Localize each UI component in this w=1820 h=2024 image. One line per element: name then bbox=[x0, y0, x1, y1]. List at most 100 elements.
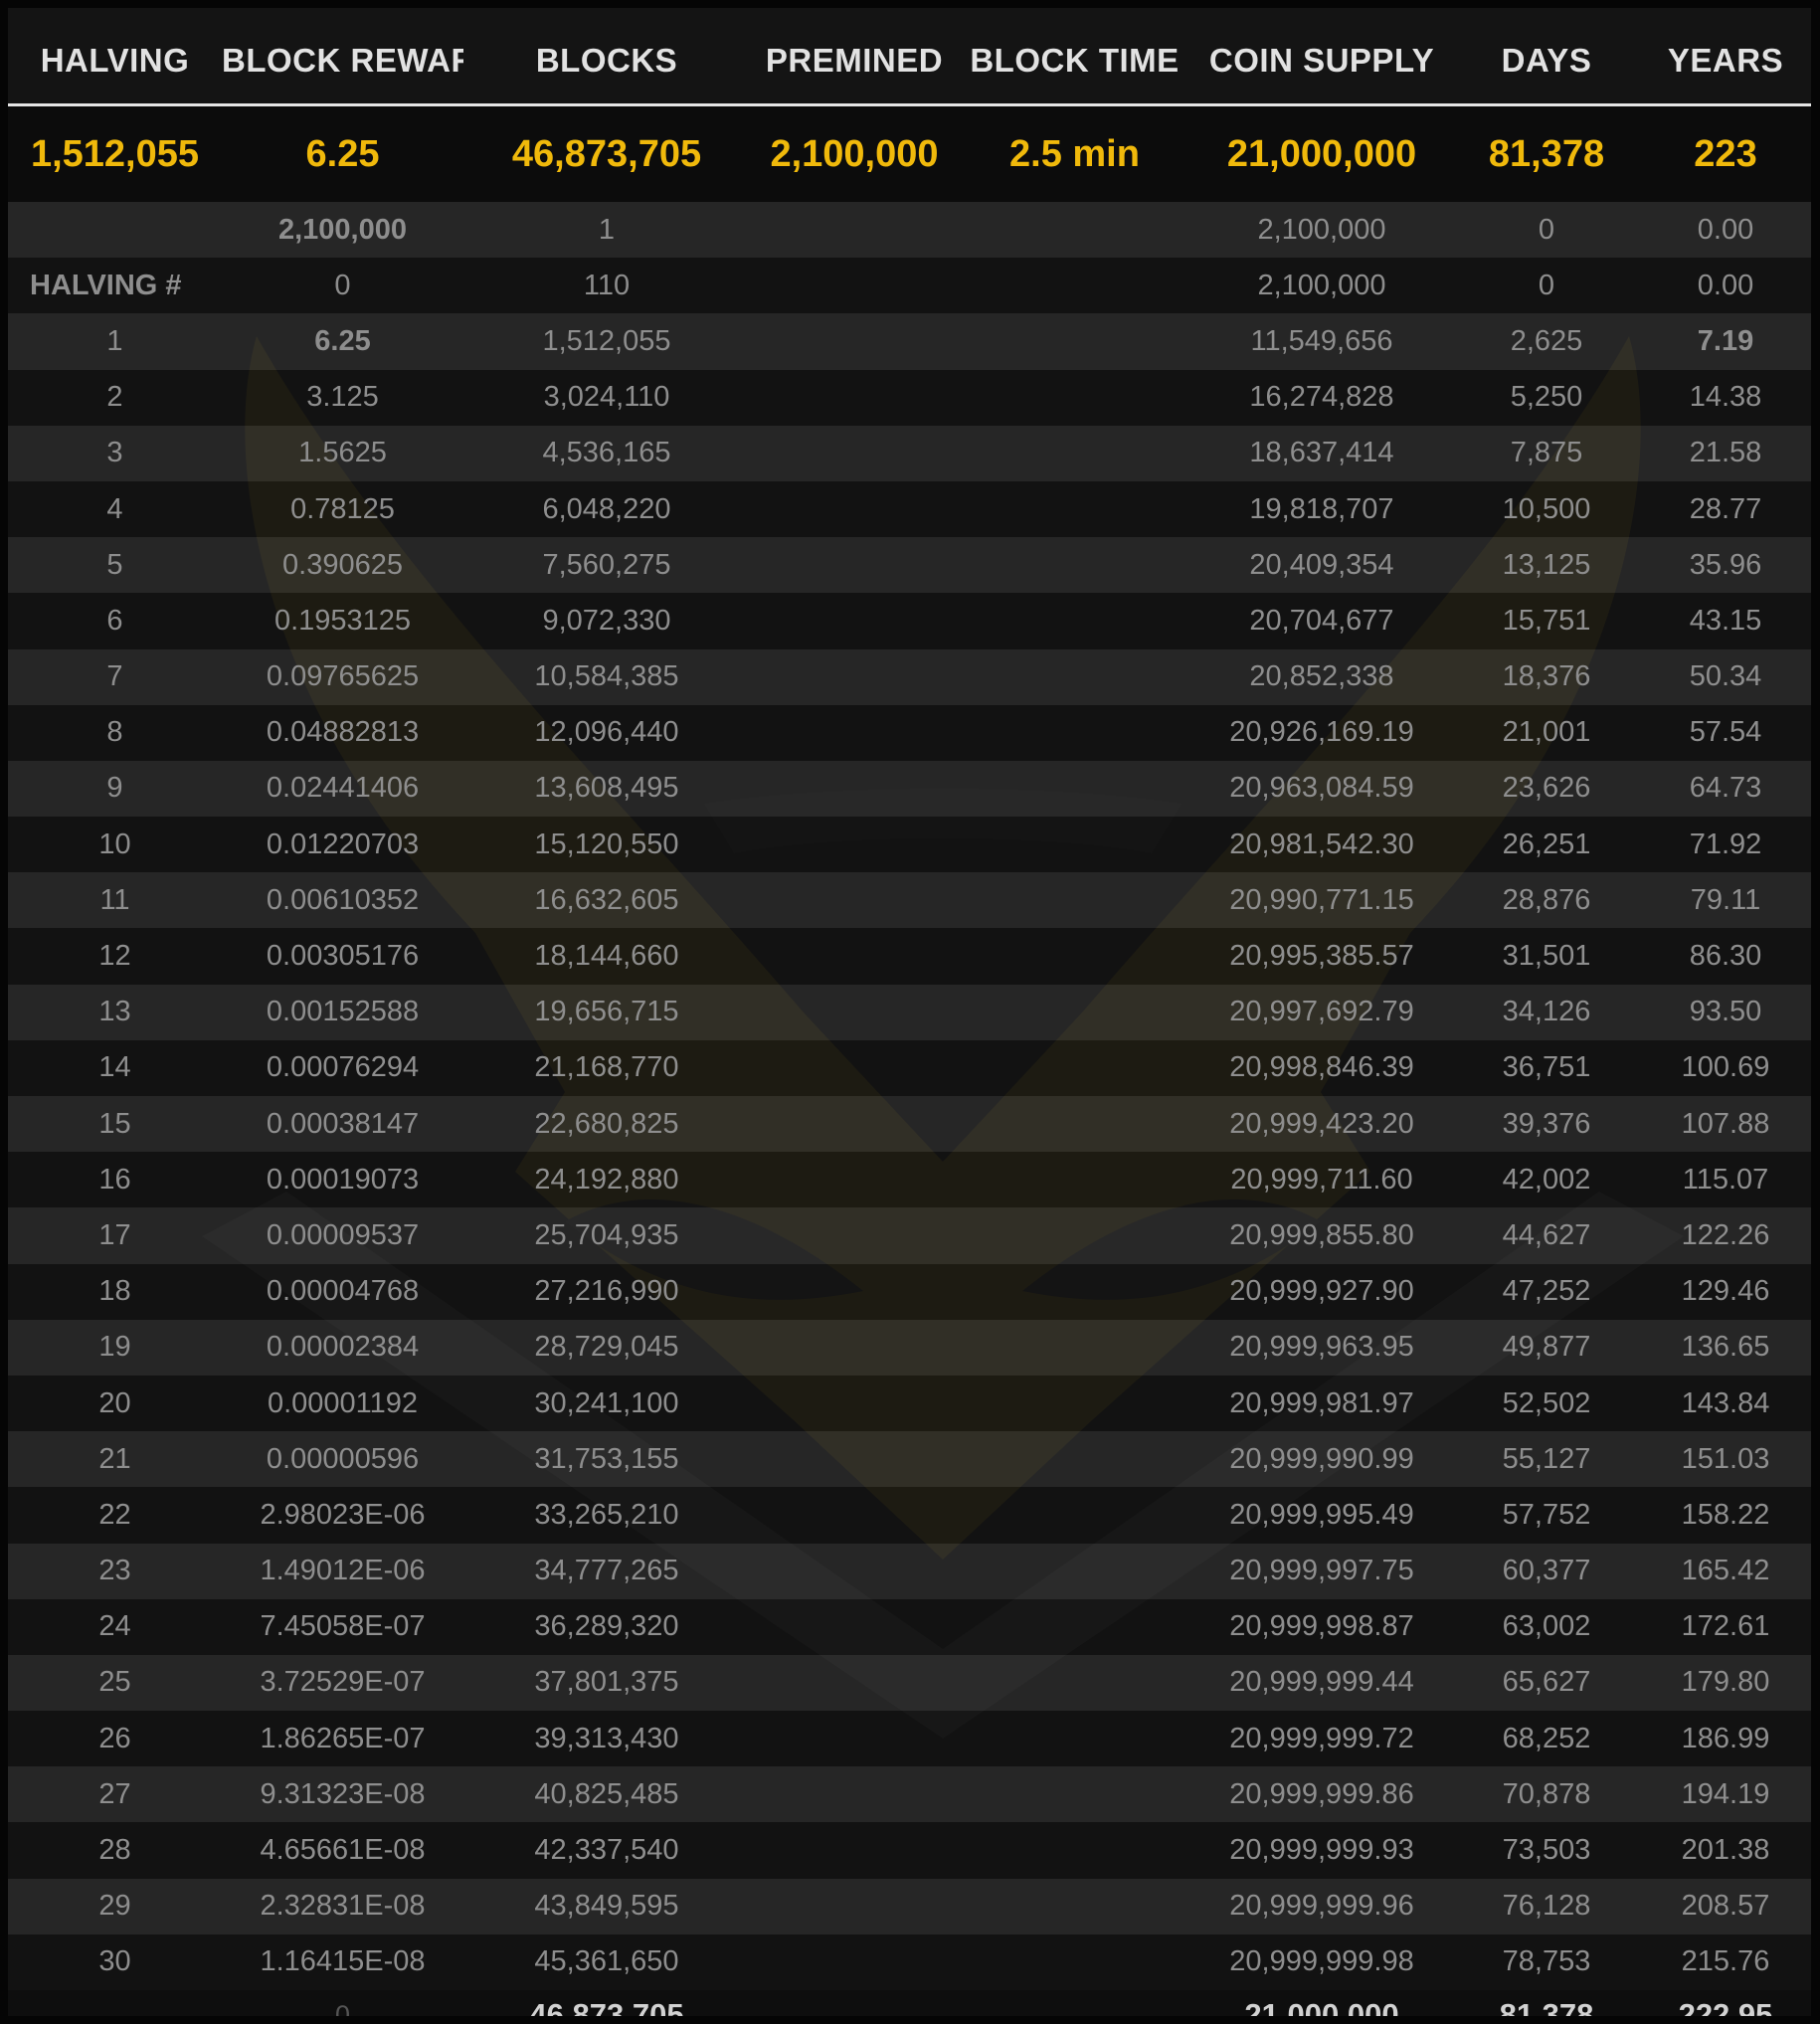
table-cell: 20,999,999.98 bbox=[1229, 1945, 1414, 1978]
table-cell: 27,216,990 bbox=[534, 1275, 679, 1308]
table-row: 17 0.00009537 25,704,935 20,999,855.80 44,62… bbox=[8, 1207, 1811, 1264]
table-cell: 0.78125 bbox=[290, 492, 395, 525]
table-cell: 31,501 bbox=[1502, 940, 1591, 973]
table-cell: 55,127 bbox=[1502, 1442, 1591, 1475]
table-cell bbox=[750, 1822, 959, 1878]
table-cell bbox=[750, 817, 959, 872]
table-cell bbox=[959, 593, 1190, 648]
col-header-days: DAYS bbox=[1453, 8, 1640, 106]
table-cell: 0.00610352 bbox=[266, 883, 420, 916]
col-header-blocks: BLOCKS bbox=[463, 8, 750, 106]
table-cell: 36,289,320 bbox=[534, 1610, 679, 1643]
table-row: 21 0.00000596 31,753,155 20,999,990.99 55,12… bbox=[8, 1431, 1811, 1488]
table-cell: 18,637,414 bbox=[1249, 437, 1394, 469]
table-cell bbox=[750, 1934, 959, 1990]
table-cell bbox=[750, 1487, 959, 1543]
col-header-halving: HALVING bbox=[8, 8, 222, 106]
table-cell: 26,251 bbox=[1502, 828, 1591, 860]
total-cell: 0 bbox=[222, 1990, 463, 2016]
table-cell: 0.00004768 bbox=[266, 1275, 420, 1308]
table-cell: 215.76 bbox=[1681, 1945, 1770, 1978]
table-cell: 8 bbox=[106, 716, 123, 749]
table-cell: 78,753 bbox=[1502, 1945, 1591, 1978]
table-cell bbox=[959, 817, 1190, 872]
table-cell bbox=[750, 705, 959, 761]
table-cell bbox=[750, 370, 959, 426]
table-cell: 20,999,999.72 bbox=[1229, 1722, 1414, 1754]
table-row: 14 0.00076294 21,168,770 20,998,846.39 36,75… bbox=[8, 1039, 1811, 1096]
table-cell: 3.72529E-07 bbox=[260, 1666, 426, 1699]
table-cell bbox=[959, 1544, 1190, 1599]
table-cell: 28,876 bbox=[1502, 883, 1591, 916]
table-cell bbox=[959, 258, 1190, 313]
table-cell: 60,377 bbox=[1502, 1555, 1591, 1587]
table-cell: 19,656,715 bbox=[534, 996, 679, 1028]
table-cell: 0 bbox=[334, 269, 351, 301]
table-cell bbox=[959, 426, 1190, 481]
table-cell: 0.04882813 bbox=[266, 716, 420, 749]
table-cell bbox=[959, 1655, 1190, 1711]
total-cell: 81,378 bbox=[1453, 1990, 1640, 2016]
table-cell: 43,849,595 bbox=[534, 1890, 679, 1923]
table-cell: 10,500 bbox=[1502, 492, 1591, 525]
table-cell: 172.61 bbox=[1681, 1610, 1770, 1643]
halving-table: HALVING BLOCK REWARD BLOCKS PREMINED BLO… bbox=[8, 8, 1811, 2016]
table-cell: 13,608,495 bbox=[534, 772, 679, 805]
table-cell: 20,409,354 bbox=[1249, 548, 1394, 581]
table-cell bbox=[8, 202, 222, 258]
table-cell: 42,337,540 bbox=[534, 1834, 679, 1867]
table-cell: 208.57 bbox=[1681, 1890, 1770, 1923]
summary-cell: 46,873,705 bbox=[463, 104, 750, 202]
table-cell: 6 bbox=[106, 604, 123, 637]
table-cell bbox=[750, 202, 959, 258]
table-cell: 68,252 bbox=[1502, 1722, 1591, 1754]
table-cell: 4,536,165 bbox=[542, 437, 671, 469]
table-cell bbox=[750, 1544, 959, 1599]
table-cell: 39,313,430 bbox=[534, 1722, 679, 1754]
table-cell: 19,818,707 bbox=[1249, 492, 1394, 525]
table-cell bbox=[750, 985, 959, 1040]
table-cell: 18,144,660 bbox=[534, 940, 679, 973]
table-cell: 22 bbox=[98, 1498, 131, 1531]
table-cell: 0.00038147 bbox=[266, 1107, 420, 1140]
table-cell: 35.96 bbox=[1689, 548, 1762, 581]
table-cell bbox=[959, 705, 1190, 761]
table-cell: 49,877 bbox=[1502, 1331, 1591, 1364]
table-cell: 37,801,375 bbox=[534, 1666, 679, 1699]
table-cell: 20,999,999.96 bbox=[1229, 1890, 1414, 1923]
table-cell bbox=[959, 1822, 1190, 1878]
table-row: 16 0.00019073 24,192,880 20,999,711.60 42,00… bbox=[8, 1152, 1811, 1208]
table-cell bbox=[959, 1431, 1190, 1487]
table-cell bbox=[959, 1934, 1190, 1990]
table-cell bbox=[750, 593, 959, 648]
table-cell bbox=[959, 481, 1190, 537]
table-cell: 44,627 bbox=[1502, 1218, 1591, 1251]
table-cell: 30,241,100 bbox=[534, 1386, 679, 1419]
table-cell: 34,126 bbox=[1502, 996, 1591, 1028]
table-cell: 9,072,330 bbox=[542, 604, 671, 637]
table-cell: 186.99 bbox=[1681, 1722, 1770, 1754]
table-cell: 1 bbox=[598, 213, 616, 246]
table-cell: 7 bbox=[106, 660, 123, 693]
table-cell: 21.58 bbox=[1689, 437, 1762, 469]
table-row: 6 0.1953125 9,072,330 20,704,677 15,751 43.15 bbox=[8, 593, 1811, 649]
table-cell: 1.16415E-08 bbox=[260, 1945, 426, 1978]
table-cell: 20,981,542.30 bbox=[1229, 828, 1414, 860]
table-row: 13 0.00152588 19,656,715 20,997,692.79 34,12… bbox=[8, 984, 1811, 1040]
table-row: 5 0.390625 7,560,275 20,409,354 13,125 35.96 bbox=[8, 537, 1811, 594]
table-cell bbox=[959, 872, 1190, 928]
table-cell: 0.00 bbox=[1697, 269, 1754, 301]
table-cell: 0.00152588 bbox=[266, 996, 420, 1028]
table-cell: 0 bbox=[1538, 269, 1555, 301]
table-cell: 179.80 bbox=[1681, 1666, 1770, 1699]
table-cell bbox=[959, 1766, 1190, 1822]
table-cell bbox=[750, 258, 959, 313]
table-row: 1 6.25 1,512,055 11,549,656 2,625 7.19 bbox=[8, 313, 1811, 370]
table-cell: 1.49012E-06 bbox=[260, 1555, 426, 1587]
table-cell: 76,128 bbox=[1502, 1890, 1591, 1923]
table-cell: 21,168,770 bbox=[534, 1051, 679, 1084]
summary-cell: 2,100,000 bbox=[750, 104, 959, 202]
table-row: 3 1.5625 4,536,165 18,637,414 7,875 21.58 bbox=[8, 425, 1811, 481]
table-cell: 13,125 bbox=[1502, 548, 1591, 581]
table-cell bbox=[959, 928, 1190, 984]
